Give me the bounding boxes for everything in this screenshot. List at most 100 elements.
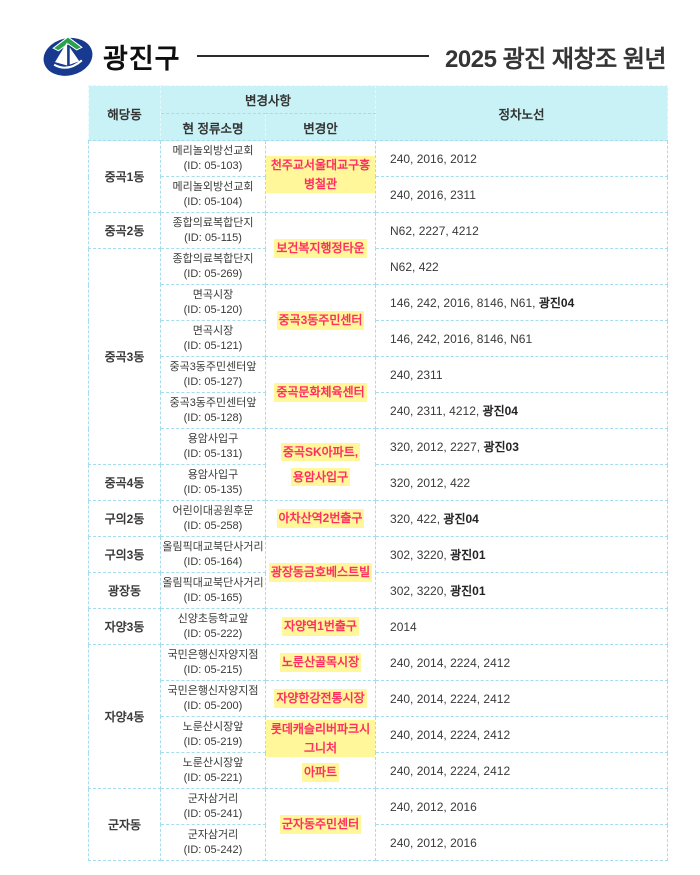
- proposed-name-line: 자양역1번출구: [266, 614, 375, 639]
- stop-id: (ID: 05-131): [183, 447, 243, 460]
- column-header-routes: 정차노선: [375, 85, 669, 141]
- stop-name: 군자삼거리: [187, 792, 239, 805]
- routes-text: 240, 2014, 2224, 2412: [390, 655, 511, 670]
- proposed-name-highlight: 용암사입구: [290, 467, 351, 487]
- stop-name: 용암사입구: [187, 432, 239, 445]
- stop-name: 면곡시장: [192, 288, 234, 301]
- bus-stop-rename-table-wrap: 해당동 변경사항 정차노선 현 정류소명 변경안 중곡1동 메리놀외방선교회 (ID…: [88, 85, 700, 861]
- table-row: 군자동 군자삼거리 (ID: 05-241) 군자동주민센터 240, 2012, 20…: [88, 788, 669, 861]
- stop-name: 메리놀외방선교회: [172, 144, 254, 157]
- routes-bold-text: 광진04: [443, 512, 479, 526]
- proposed-name-highlight: 중곡3동주민센터: [276, 311, 365, 330]
- stop-name: 올림픽대교북단사거리: [162, 540, 264, 553]
- page-header: 광진구 2025 광진 재창조 원년: [0, 0, 700, 80]
- stop-cell: 종합의료복합단지 (ID: 05-269): [160, 248, 266, 285]
- proposed-name-line: 광장동금호베스트빌: [266, 560, 375, 585]
- stop-id: (ID: 05-241): [183, 807, 243, 820]
- stop-name: 면곡시장: [192, 324, 234, 337]
- routes-cell: 240, 2014, 2224, 2412: [375, 752, 669, 789]
- proposed-name-cell: 보건복지행정타운: [264, 212, 377, 285]
- stop-id: (ID: 05-221): [183, 771, 243, 784]
- header-divider-line: [196, 55, 430, 57]
- stop-cell: 중곡3동주민센터앞 (ID: 05-128): [160, 392, 266, 429]
- routes-cell: 146, 242, 2016, 8146, N61, 광진04: [375, 284, 669, 321]
- table-row: 용암사입구 (ID: 05-131) 중곡SK아파트, 용암사입구 320, 2012,…: [89, 428, 669, 501]
- proposed-name-line: 중곡문화체육센터: [266, 380, 375, 405]
- stop-id: (ID: 05-269): [183, 267, 243, 280]
- stop-id: (ID: 05-115): [184, 231, 242, 244]
- routes-text: 240, 2311, 4212,: [390, 404, 483, 418]
- routes-text: 146, 242, 2016, 8146, N61: [390, 331, 533, 346]
- stop-name: 종합의료복합단지: [172, 252, 254, 265]
- stop-name: 군자삼거리: [187, 828, 239, 841]
- proposed-name-highlight: 아차산역2번출구: [276, 509, 365, 528]
- proposed-name-cell: 노룬산골목시장: [264, 644, 377, 681]
- routes-cell: N62, 2227, 4212: [375, 212, 669, 249]
- table-row: 구의3동 올림픽대교북단사거리 (ID: 05-164) 광장동금호베스트빌 302, …: [88, 536, 669, 609]
- stop-cell: 노룬산시장앞 (ID: 05-221): [160, 752, 266, 789]
- column-header-dong: 해당동: [88, 85, 161, 141]
- stop-cell: 올림픽대교북단사거리 (ID: 05-165): [160, 572, 266, 609]
- bus-stop-rename-table: 해당동 변경사항 정차노선 현 정류소명 변경안 중곡1동 메리놀외방선교회 (ID…: [88, 85, 669, 861]
- routes-text: 2014: [390, 619, 417, 634]
- stop-name: 올림픽대교북단사거리: [162, 576, 264, 589]
- stop-id: (ID: 05-219): [183, 735, 243, 748]
- routes-text: 320, 422,: [390, 512, 444, 526]
- dong-cell: 군자동: [88, 788, 161, 861]
- routes-text: 146, 242, 2016, 8146, N61,: [390, 296, 539, 310]
- routes-cell: 240, 2311: [375, 356, 669, 393]
- dong-cell: 구의2동: [88, 500, 161, 537]
- stop-name: 국민은행신자양지점: [167, 684, 259, 697]
- stop-name: 노룬산시장앞: [182, 756, 244, 769]
- stop-cell: 노룬산시장앞 (ID: 05-219): [160, 716, 266, 753]
- brand-name: 광진구: [103, 43, 181, 74]
- table-row: 면곡시장 (ID: 05-120) 중곡3동주민센터 146, 242, 2016, …: [89, 284, 669, 357]
- stop-id: (ID: 05-120): [183, 303, 243, 316]
- header-row-2: 현 정류소명 변경안: [89, 113, 668, 141]
- stop-id: (ID: 05-242): [183, 843, 243, 856]
- table-row: 중곡3동 종합의료복합단지 (ID: 05-269) N62, 422: [88, 248, 669, 465]
- header-row-1: 해당동 변경사항 정차노선: [88, 85, 669, 141]
- dong-cell: 자양3동: [88, 608, 161, 645]
- proposed-name-line: 노룬산골목시장: [266, 650, 375, 675]
- routes-text: 320, 2012, 2227,: [390, 440, 484, 454]
- stop-id: (ID: 05-164): [183, 555, 243, 568]
- stop-name: 용암사입구: [187, 468, 239, 481]
- routes-cell: 240, 2311, 4212, 광진04: [375, 392, 669, 429]
- stop-id: (ID: 05-128): [183, 411, 243, 424]
- routes-cell: 240, 2016, 2311: [375, 176, 669, 213]
- proposed-name-highlight: 노룬산골목시장: [279, 653, 362, 672]
- routes-text: 240, 2014, 2224, 2412: [390, 691, 511, 706]
- stop-id: (ID: 05-165): [183, 591, 243, 604]
- routes-text: 240, 2014, 2224, 2412: [390, 763, 511, 778]
- proposed-name-highlight: 자양역1번출구: [282, 617, 359, 636]
- routes-text: N62, 422: [390, 259, 439, 274]
- stop-id: (ID: 05-103): [183, 159, 243, 172]
- table-row: 중곡3동주민센터앞 (ID: 05-128) 240, 2311, 4212, 광진…: [89, 392, 669, 429]
- stop-name: 어린이대공원후문: [172, 504, 254, 517]
- table-body: 중곡1동 메리놀외방선교회 (ID: 05-103) 천주교서울대교구홍병철관 240,…: [88, 140, 669, 861]
- routes-cell: N62, 422: [375, 248, 669, 285]
- stop-name: 노룬산시장앞: [182, 720, 244, 733]
- dong-cell: 광장동: [88, 572, 161, 609]
- proposed-name-highlight: 아파트: [301, 763, 340, 782]
- proposed-name-highlight: 롯데캐슬리버파크시그니처: [266, 719, 376, 758]
- proposed-name-line: 자양한강전통시장: [266, 686, 375, 711]
- stop-id: (ID: 05-104): [183, 195, 243, 208]
- routes-bold-text: 광진01: [450, 548, 486, 562]
- stop-name: 중곡3동주민센터앞: [169, 396, 257, 409]
- page-title: 2025 광진 재창조 원년: [445, 45, 666, 73]
- proposed-name-highlight: 자양한강전통시장: [274, 689, 367, 708]
- table-header: 해당동 변경사항 정차노선 현 정류소명 변경안: [88, 85, 669, 141]
- routes-text: 302, 3220,: [390, 584, 451, 598]
- proposed-name-cell: 아차산역2번출구: [264, 500, 377, 537]
- routes-text: 320, 2012, 422: [390, 475, 471, 490]
- stop-cell: 신양초등학교앞 (ID: 05-222): [160, 608, 266, 645]
- proposed-name-cell: 중곡문화체육센터: [264, 356, 377, 429]
- stop-cell: 국민은행신자양지점 (ID: 05-215): [160, 644, 266, 681]
- stop-cell: 용암사입구 (ID: 05-131): [160, 428, 266, 465]
- proposed-name-highlight: 군자동주민센터: [279, 815, 362, 834]
- routes-text: 240, 2012, 2016: [390, 835, 477, 850]
- stop-cell: 면곡시장 (ID: 05-120): [160, 284, 266, 321]
